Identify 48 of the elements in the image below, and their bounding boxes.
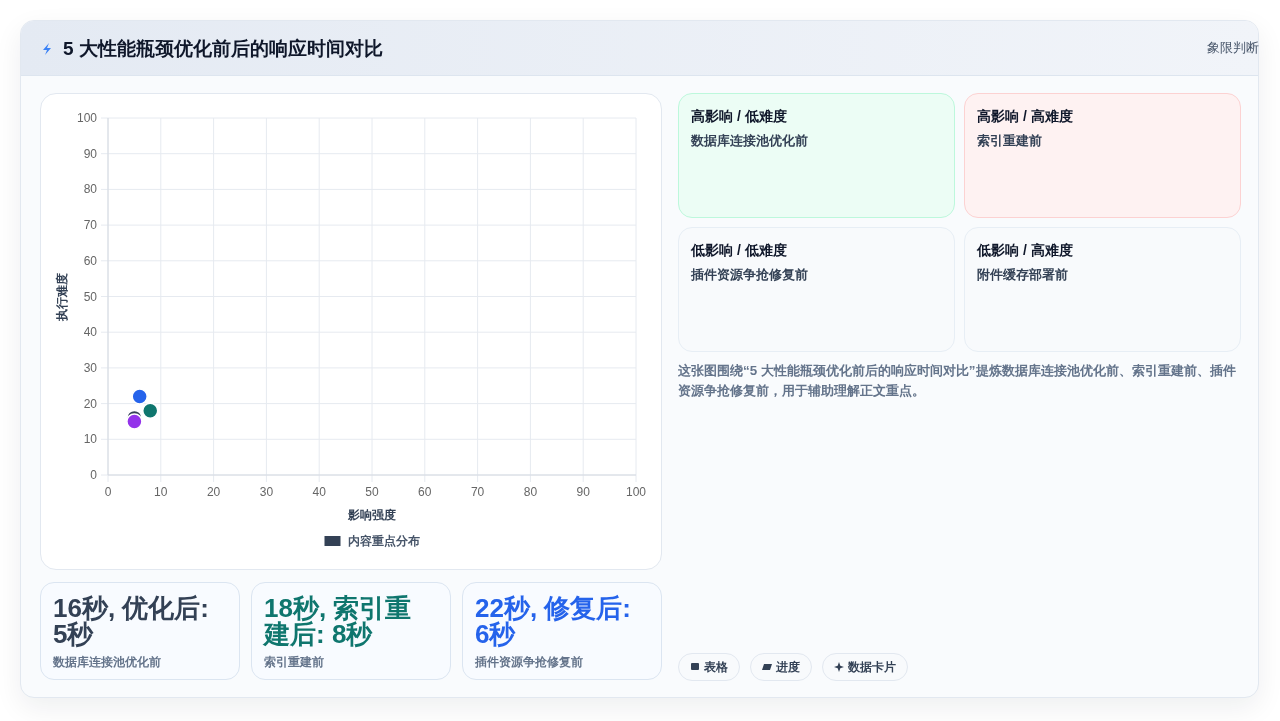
y-tick-label: 20 xyxy=(83,396,98,411)
x-tick-label: 40 xyxy=(312,485,327,499)
category-label: 高影响 / 高难度 xyxy=(977,107,1073,126)
x-tick-label: 70 xyxy=(470,485,485,499)
category-label: 高影响 / 低难度 xyxy=(691,107,787,126)
x-axis-title: 影响强度 xyxy=(347,508,396,522)
y-tick-label: 30 xyxy=(83,360,98,375)
x-tick-label: 80 xyxy=(523,485,538,499)
text: 象限判断 xyxy=(1207,39,1259,57)
x-tick-label: 30 xyxy=(259,485,274,499)
text: 18秒, 索引重建后: 8秒 xyxy=(264,593,413,649)
category-label: 低影响 / 高难度 xyxy=(977,241,1073,260)
text: 数据库连接池优化前 xyxy=(53,654,161,671)
text: 附件缓存部署前 xyxy=(977,267,1068,284)
text: 16秒, 优化后: 5秒 xyxy=(53,593,211,649)
x-tick-label: 50 xyxy=(365,485,379,499)
y-tick-label: 60 xyxy=(83,253,98,268)
y-tick-label: 80 xyxy=(83,182,98,197)
y-tick-label: 70 xyxy=(83,218,98,233)
y-tick-label: 100 xyxy=(76,111,98,125)
text: 数据库连接池优化前 xyxy=(691,133,808,150)
legend-label: 内容重点分布 xyxy=(347,534,420,548)
text: 进度 xyxy=(776,659,800,675)
x-tick-label: 90 xyxy=(576,485,591,499)
y-tick-label: 50 xyxy=(83,289,98,304)
chart-title: 5 大性能瓶颈优化前后的响应时间对比 xyxy=(63,37,383,61)
y-tick-label: 0 xyxy=(90,468,98,482)
y-tick-label: 10 xyxy=(83,432,98,447)
x-tick-label: 100 xyxy=(625,485,647,499)
text: 索引重建前 xyxy=(264,654,324,671)
text: 表格 xyxy=(704,659,728,675)
point xyxy=(141,402,159,419)
text: 索引重建前 xyxy=(977,133,1042,150)
text: 插件资源争抢修复前 xyxy=(475,654,583,671)
text: 数据卡片 xyxy=(848,659,896,675)
y-tick-label: 40 xyxy=(83,325,98,340)
x-tick-label: 20 xyxy=(206,485,221,499)
text: 这张图围绕“5 大性能瓶颈优化前后的响应时间对比”提炼数据库连接池优化前、索引重建前、插件资源争抢修复前，用于辅助理解正文重点。 xyxy=(678,362,1237,400)
y-axis-title: 执行难度 xyxy=(55,272,69,322)
x-tick-label: 10 xyxy=(154,485,168,499)
text: 插件资源争抢修复前 xyxy=(691,267,808,284)
point xyxy=(131,388,148,405)
x-tick-label: 60 xyxy=(418,485,432,499)
x-tick-label: 0 xyxy=(104,485,112,499)
y-tick-label: 90 xyxy=(83,146,98,161)
category-label: 低影响 / 低难度 xyxy=(691,241,787,260)
text: 22秒, 修复后: 6秒 xyxy=(475,593,633,649)
point xyxy=(126,413,143,430)
